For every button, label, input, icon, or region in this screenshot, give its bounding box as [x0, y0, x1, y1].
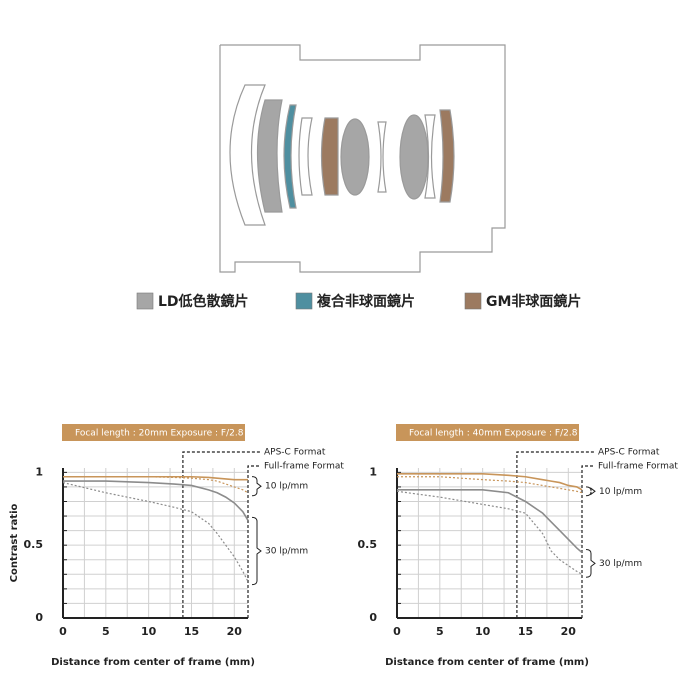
x-tick-label: 5 [102, 625, 110, 638]
lens-element [320, 117, 339, 196]
title-box [62, 424, 245, 441]
lens-element [377, 121, 387, 193]
group-brace [251, 516, 262, 586]
group-label: 30 lp/mm [599, 559, 642, 569]
group-label: 10 lp/mm [265, 482, 308, 492]
mtf-line [63, 476, 249, 494]
x-tick-label: 15 [518, 625, 533, 638]
x-tick-label: 5 [436, 625, 444, 638]
y-tick-label: 1 [369, 465, 377, 478]
legend-label: GM非球面鏡片 [486, 293, 581, 310]
x-axis-label: Distance from center of frame (mm) [385, 657, 589, 668]
mtf-line [62, 481, 249, 582]
x-tick-label: 20 [227, 625, 243, 638]
lens-element [340, 118, 370, 196]
x-tick-label: 20 [561, 625, 577, 638]
charts: Focal length : 20mm Exposure : F/2.8 0 0.5… [9, 424, 678, 668]
group-label: 10 lp/mm [599, 487, 642, 497]
lens-legend: LD低色散鏡片 複合非球面鏡片 GM非球面鏡片 [136, 292, 581, 310]
chart-title: Focal length : 40mm Exposure : F/2.8 [409, 429, 578, 439]
format-line [516, 451, 594, 618]
legend-label: LD低色散鏡片 [158, 293, 249, 310]
legend-swatch [295, 292, 313, 310]
group-brace [251, 476, 262, 497]
x-tick-label: 10 [475, 625, 491, 638]
group-brace [585, 486, 596, 497]
mtf-line [396, 490, 583, 575]
lens-element [298, 117, 313, 196]
format-line [581, 465, 594, 618]
y-tick-label: 0.5 [358, 538, 378, 551]
group-brace [585, 548, 596, 578]
x-tick-label: 10 [141, 625, 157, 638]
y-tick-label: 0 [369, 611, 377, 624]
format-label: Full-frame Format [264, 462, 344, 472]
chart-title: Focal length : 20mm Exposure : F/2.8 [75, 429, 244, 439]
x-tick-label: 0 [393, 625, 401, 638]
x-axis-label: Distance from center of frame (mm) [51, 657, 255, 668]
format-label: Full-frame Format [598, 462, 678, 472]
format-line [182, 451, 260, 618]
format-label: APS-C Format [598, 448, 660, 458]
mtf-line [63, 480, 249, 521]
legend-label: 複合非球面鏡片 [316, 293, 415, 310]
format-line [247, 465, 260, 618]
group-label: 30 lp/mm [265, 547, 308, 557]
mtf-line [397, 489, 583, 554]
mtf-line [63, 475, 248, 481]
y-tick-label: 0.5 [24, 538, 44, 551]
legend-swatch [464, 292, 482, 310]
y-tick-label: 1 [35, 465, 43, 478]
x-tick-label: 15 [184, 625, 199, 638]
lens-element [283, 104, 297, 209]
format-label: APS-C Format [264, 448, 326, 458]
mtf-line [397, 473, 583, 491]
y-axis-label: Contrast ratio [9, 503, 20, 582]
title-box [396, 424, 579, 441]
lens-element [229, 84, 266, 226]
lens-element [256, 99, 283, 213]
legend-swatch [136, 292, 154, 310]
x-tick-label: 0 [59, 625, 67, 638]
lens-element [439, 109, 455, 203]
lens-element [424, 114, 436, 199]
barrel-outline [219, 44, 506, 273]
lens-diagram [219, 44, 506, 273]
lens-element [399, 114, 429, 200]
y-tick-label: 0 [35, 611, 43, 624]
